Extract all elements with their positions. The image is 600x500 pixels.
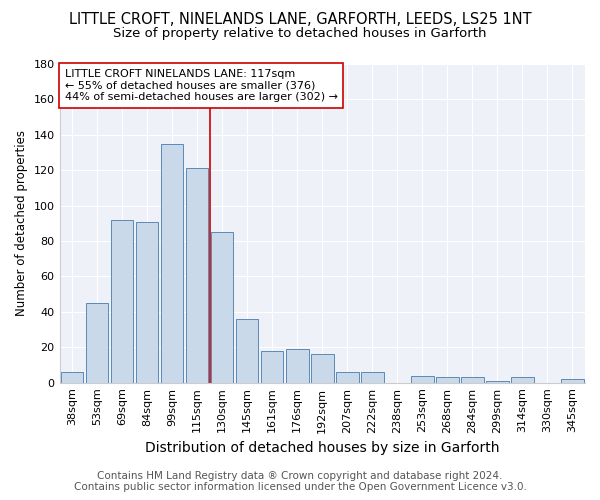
Text: Size of property relative to detached houses in Garforth: Size of property relative to detached ho…	[113, 28, 487, 40]
Text: LITTLE CROFT NINELANDS LANE: 117sqm
← 55% of detached houses are smaller (376)
4: LITTLE CROFT NINELANDS LANE: 117sqm ← 55…	[65, 69, 338, 102]
Bar	[211, 232, 233, 382]
Bar	[61, 372, 83, 382]
Bar	[186, 168, 208, 382]
Y-axis label: Number of detached properties: Number of detached properties	[15, 130, 28, 316]
Bar	[161, 144, 184, 382]
Bar	[286, 349, 308, 382]
Bar	[86, 303, 109, 382]
Bar	[261, 351, 283, 382]
Bar	[336, 372, 359, 382]
Bar	[361, 372, 383, 382]
Text: Contains HM Land Registry data ® Crown copyright and database right 2024.
Contai: Contains HM Land Registry data ® Crown c…	[74, 471, 526, 492]
Text: LITTLE CROFT, NINELANDS LANE, GARFORTH, LEEDS, LS25 1NT: LITTLE CROFT, NINELANDS LANE, GARFORTH, …	[68, 12, 532, 28]
Bar	[411, 376, 434, 382]
Bar	[511, 378, 534, 382]
Bar	[236, 319, 259, 382]
Bar	[486, 381, 509, 382]
Bar	[136, 222, 158, 382]
Bar	[461, 378, 484, 382]
Bar	[436, 378, 458, 382]
Bar	[561, 379, 584, 382]
X-axis label: Distribution of detached houses by size in Garforth: Distribution of detached houses by size …	[145, 441, 500, 455]
Bar	[311, 354, 334, 382]
Bar	[111, 220, 133, 382]
